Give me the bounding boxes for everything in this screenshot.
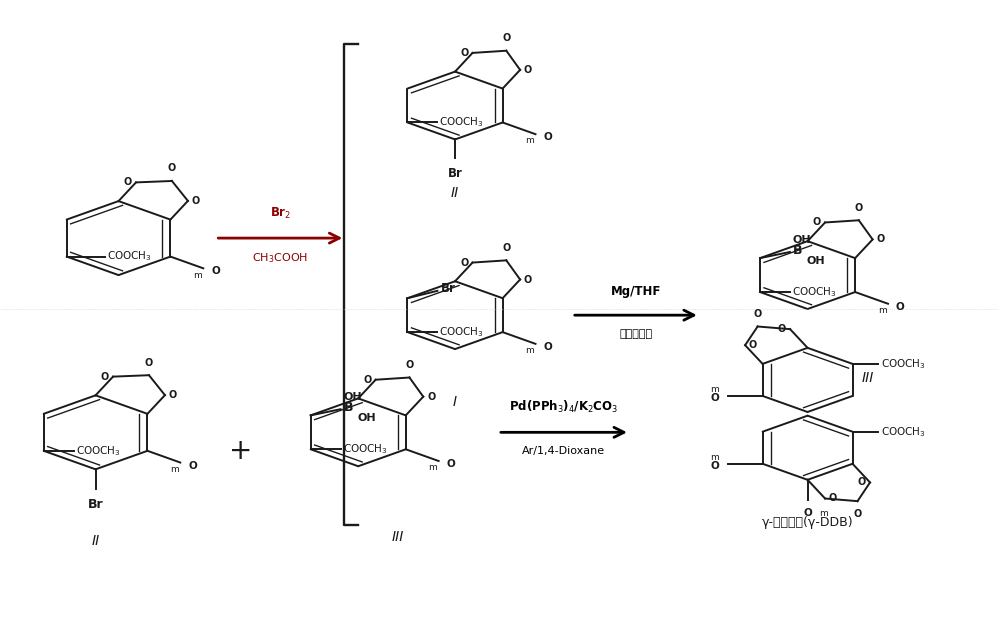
Text: COOCH$_3$: COOCH$_3$	[881, 425, 925, 439]
Text: OH: OH	[344, 392, 362, 402]
Text: III: III	[392, 530, 404, 544]
Text: O: O	[364, 375, 372, 385]
Text: m: m	[710, 385, 719, 394]
Text: O: O	[188, 460, 197, 471]
Text: m: m	[878, 306, 887, 315]
Text: O: O	[192, 196, 200, 206]
Text: II: II	[91, 534, 100, 548]
Text: II: II	[451, 185, 459, 200]
Text: I: I	[453, 396, 457, 409]
Text: O: O	[710, 460, 719, 471]
Text: O: O	[427, 392, 435, 402]
Text: III: III	[861, 371, 874, 384]
Text: O: O	[168, 164, 176, 174]
Text: Mg/THF: Mg/THF	[611, 285, 661, 298]
Text: COOCH$_3$: COOCH$_3$	[792, 285, 837, 299]
Text: OH: OH	[358, 413, 376, 423]
Text: O: O	[460, 48, 469, 58]
Text: COOCH$_3$: COOCH$_3$	[439, 325, 484, 339]
Text: B: B	[793, 244, 802, 257]
Text: O: O	[460, 258, 469, 268]
Text: COOCH$_3$: COOCH$_3$	[107, 250, 151, 263]
Text: O: O	[524, 274, 532, 284]
Text: m: m	[525, 346, 534, 355]
Text: O: O	[145, 358, 153, 368]
Text: O: O	[446, 459, 455, 469]
Text: B: B	[344, 402, 353, 415]
Text: 硼酸三甲酯: 硼酸三甲酯	[619, 329, 652, 339]
Text: OH: OH	[793, 235, 812, 245]
Text: Br: Br	[88, 497, 103, 510]
Text: CH$_3$COOH: CH$_3$COOH	[252, 252, 308, 266]
Text: m: m	[193, 271, 202, 279]
Text: O: O	[524, 65, 532, 75]
Text: O: O	[813, 218, 821, 227]
Text: m: m	[710, 453, 719, 462]
Text: O: O	[803, 507, 812, 517]
Text: Br: Br	[440, 282, 455, 295]
Text: O: O	[778, 324, 786, 334]
Text: COOCH$_3$: COOCH$_3$	[343, 442, 387, 456]
Text: +: +	[229, 437, 252, 465]
Text: O: O	[876, 234, 885, 245]
Text: γ-联苯双酯(γ-DDB): γ-联苯双酯(γ-DDB)	[762, 515, 853, 528]
Text: O: O	[749, 340, 757, 350]
Text: m: m	[428, 464, 437, 472]
Text: O: O	[502, 33, 510, 43]
Text: Br: Br	[448, 167, 462, 180]
Text: Pd(PPh$_3$)$_4$/K$_2$CO$_3$: Pd(PPh$_3$)$_4$/K$_2$CO$_3$	[509, 399, 618, 415]
Text: O: O	[829, 494, 837, 504]
Text: O: O	[405, 360, 414, 370]
Text: O: O	[855, 203, 863, 213]
Text: m: m	[170, 465, 179, 474]
Text: O: O	[543, 342, 552, 352]
Text: O: O	[211, 266, 220, 276]
Text: O: O	[853, 509, 862, 519]
Text: m: m	[820, 509, 828, 519]
Text: O: O	[169, 390, 177, 400]
Text: COOCH$_3$: COOCH$_3$	[439, 116, 484, 129]
Text: Br$_2$: Br$_2$	[270, 206, 291, 221]
Text: O: O	[502, 243, 510, 253]
Text: O: O	[858, 478, 866, 488]
Text: OH: OH	[807, 256, 826, 266]
Text: m: m	[525, 137, 534, 145]
Text: O: O	[754, 309, 762, 319]
Text: COOCH$_3$: COOCH$_3$	[881, 357, 925, 371]
Text: O: O	[124, 177, 132, 187]
Text: O: O	[710, 393, 719, 403]
Text: O: O	[896, 302, 904, 312]
Text: COOCH$_3$: COOCH$_3$	[76, 444, 120, 458]
Text: O: O	[543, 132, 552, 142]
Text: O: O	[101, 371, 109, 382]
Text: Ar/1,4-Dioxane: Ar/1,4-Dioxane	[522, 446, 605, 456]
